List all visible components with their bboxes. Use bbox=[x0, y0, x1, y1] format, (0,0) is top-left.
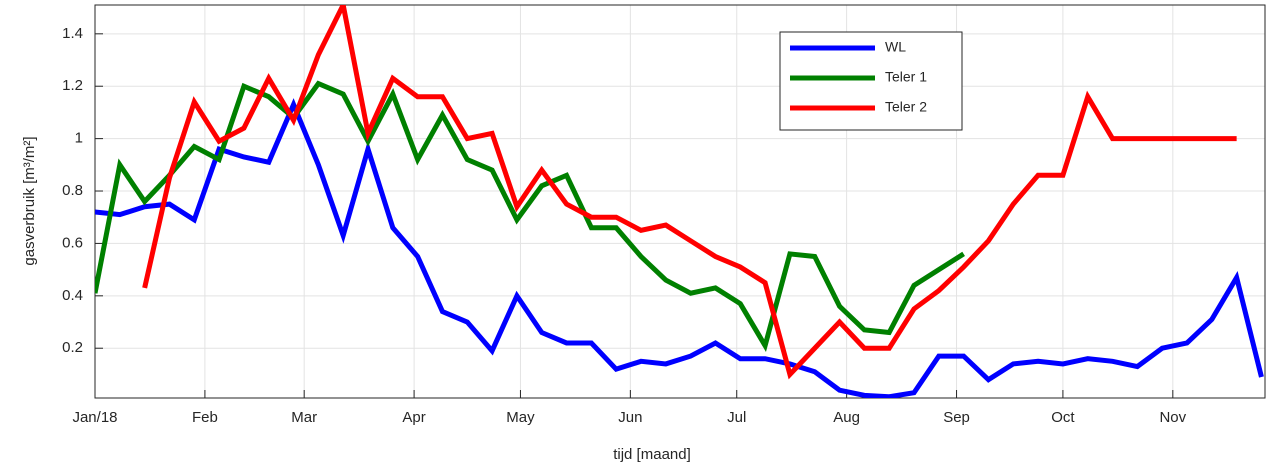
x-tick-label: Apr bbox=[402, 409, 425, 426]
line bbox=[95, 80, 965, 352]
legend-label: Teler 2 bbox=[885, 99, 927, 115]
x-tick-label: Jul bbox=[727, 409, 746, 426]
x-tick-label: Sep bbox=[943, 409, 970, 426]
line bbox=[142, 5, 1237, 380]
y-tick-label: 1 bbox=[75, 130, 83, 147]
y-tick-label: 1.4 bbox=[62, 25, 83, 42]
legend-label: WL bbox=[885, 39, 906, 55]
x-axis-label: tijd [maand] bbox=[613, 446, 691, 463]
x-tick-label: Aug bbox=[833, 409, 860, 426]
y-tick-label: 0.6 bbox=[62, 234, 83, 251]
y-tick-label: 0.8 bbox=[62, 182, 83, 199]
legend-label: Teler 1 bbox=[885, 69, 927, 85]
plot-area bbox=[95, 5, 1265, 398]
x-tick-label: Mar bbox=[291, 409, 317, 426]
y-axis-label: gasverbruik [m³/m²] bbox=[21, 136, 38, 265]
axes-box bbox=[94, 4, 1266, 399]
x-tick-label: Jun bbox=[618, 409, 642, 426]
x-tick-label: Jan/18 bbox=[72, 409, 117, 426]
x-tick-label: Oct bbox=[1051, 409, 1075, 426]
y-tick-label: 0.2 bbox=[62, 339, 83, 356]
y-tick-label: 1.2 bbox=[62, 77, 83, 94]
plot-lines bbox=[95, 5, 1264, 398]
x-tick-label: Feb bbox=[192, 409, 218, 426]
x-tick-label: Nov bbox=[1159, 409, 1186, 426]
x-tick-label: May bbox=[506, 409, 535, 426]
y-tick-label: 0.4 bbox=[62, 287, 83, 304]
